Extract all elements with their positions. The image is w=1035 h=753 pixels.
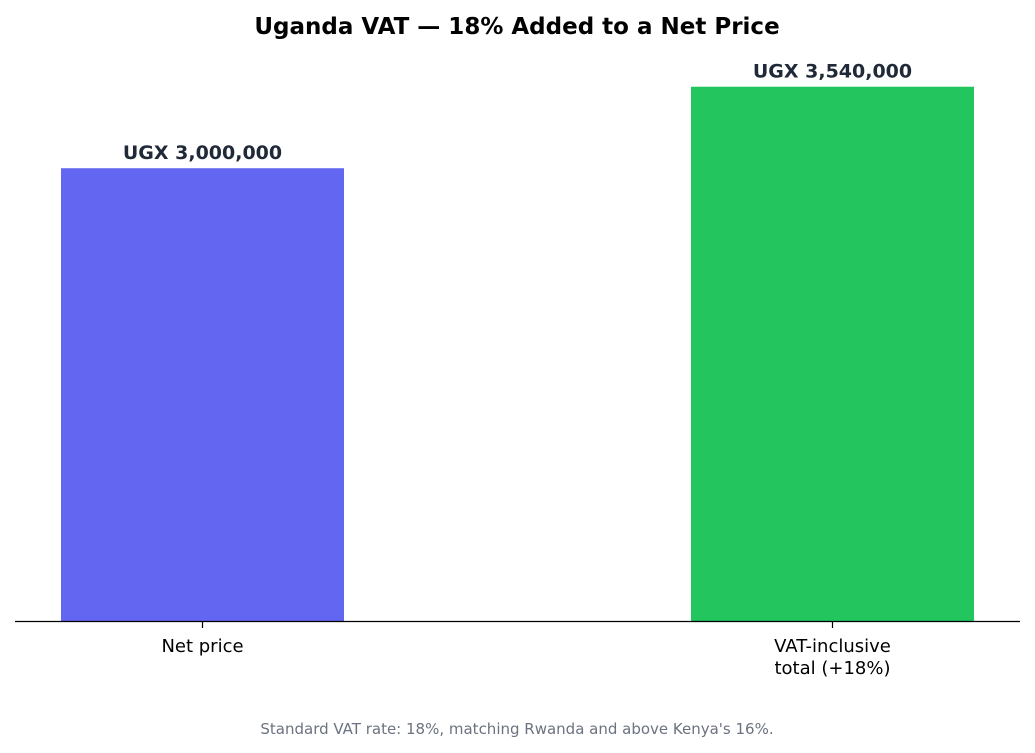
bars-group [61,86,974,621]
data-label-2: UGX 3,540,000 [753,61,912,83]
data-label-1: UGX 3,000,000 [123,142,282,164]
bar-2 [691,86,974,621]
data-labels-group: UGX 3,000,000 UGX 3,540,000 [123,61,912,165]
chart-title: Uganda VAT — 18% Added to a Net Price [254,14,779,40]
x-tick-label-1: Net price [161,636,243,657]
x-tick-label-line: VAT-inclusive [774,636,891,657]
footnote: Standard VAT rate: 18%, matching Rwanda … [260,720,773,738]
x-tick-label-line: total (+18%) [774,658,890,679]
x-tick-label-line: Net price [161,636,243,657]
bar-1 [61,168,344,621]
x-ticks-group: Net price VAT-inclusive total (+18%) [161,621,891,679]
x-tick-label-2: VAT-inclusive total (+18%) [774,636,891,679]
